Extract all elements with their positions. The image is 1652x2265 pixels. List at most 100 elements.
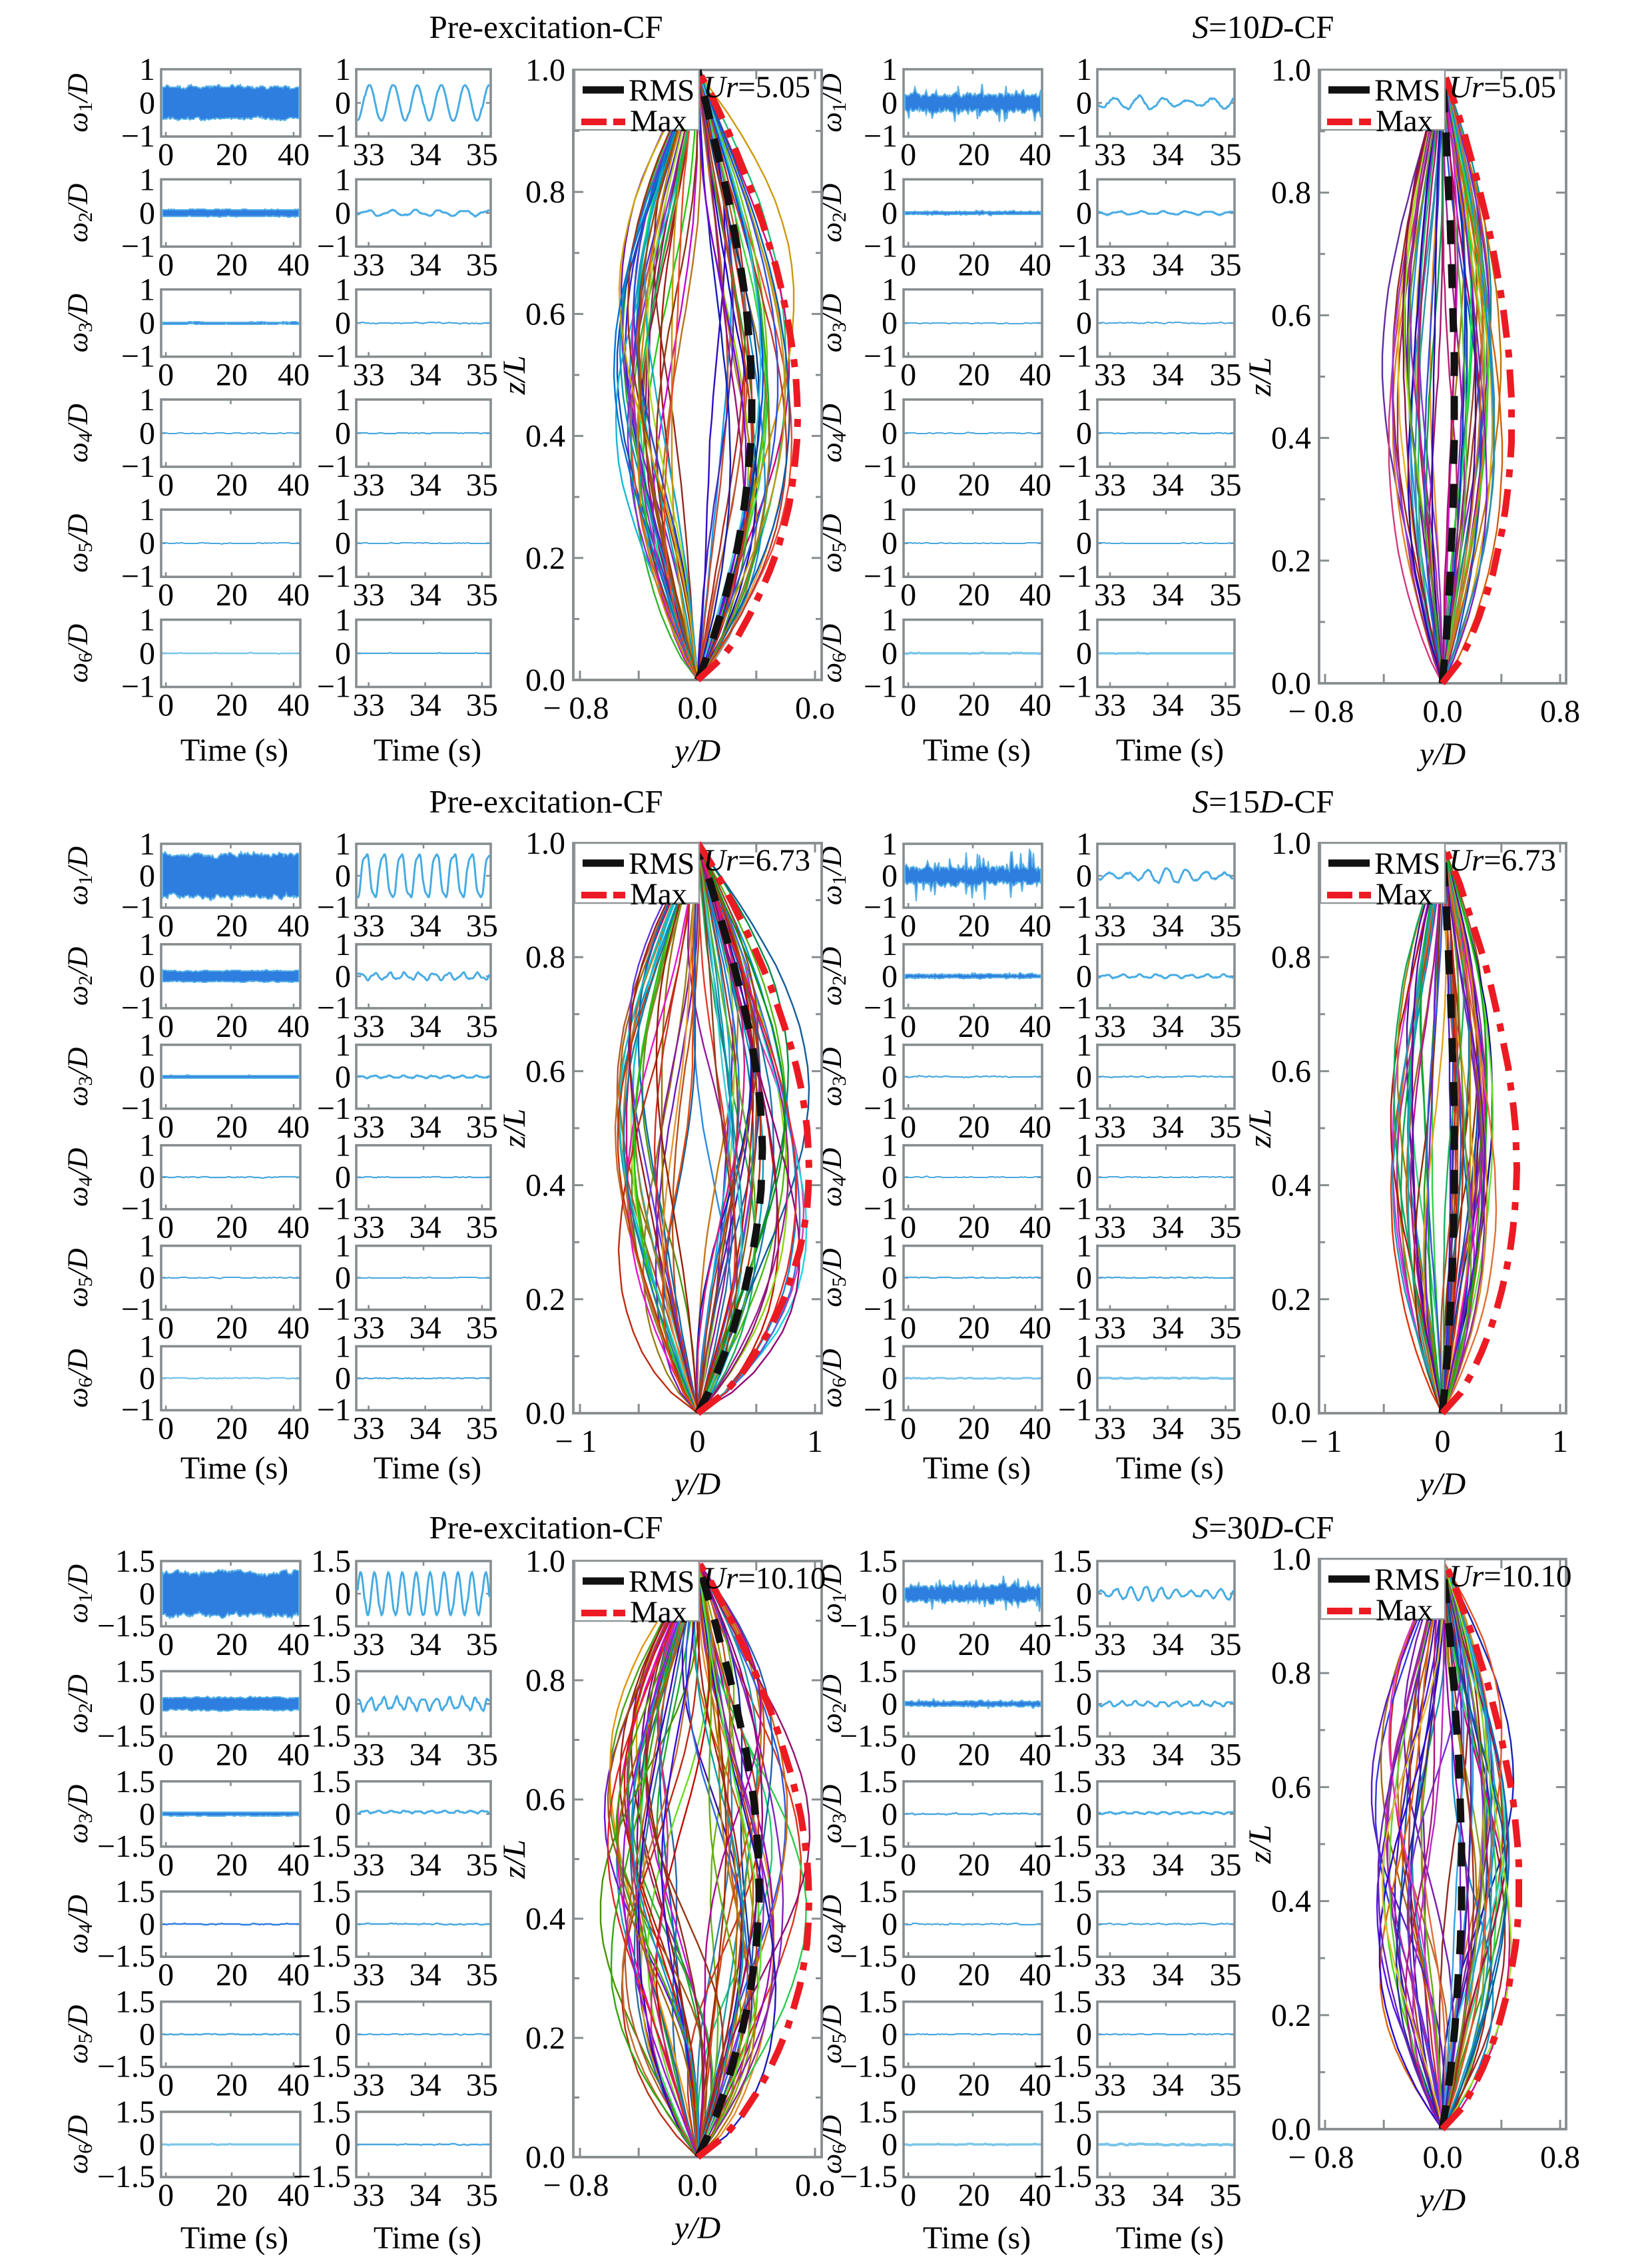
svg-text:Time (s): Time (s) — [374, 1451, 481, 1486]
svg-text:1.0: 1.0 — [525, 826, 565, 861]
svg-text:40: 40 — [1019, 1847, 1051, 1883]
svg-text:1: 1 — [335, 1229, 351, 1264]
svg-text:Ur=10.10: Ur=10.10 — [1449, 1559, 1572, 1594]
svg-text:Time (s): Time (s) — [923, 2220, 1031, 2256]
svg-text:0: 0 — [882, 1160, 898, 1195]
svg-text:−1.5: −1.5 — [97, 1829, 155, 1864]
svg-text:0: 0 — [335, 1576, 351, 1612]
svg-text:1.5: 1.5 — [858, 2095, 898, 2130]
svg-text:1: 1 — [882, 927, 898, 962]
svg-text:1: 1 — [882, 1229, 898, 1264]
svg-text:40: 40 — [278, 1110, 310, 1145]
svg-text:0.2: 0.2 — [525, 1282, 565, 1317]
svg-text:40: 40 — [278, 1009, 310, 1044]
svg-text:0: 0 — [1076, 2017, 1092, 2053]
svg-text:−1.5: −1.5 — [293, 1608, 351, 1644]
svg-text:0: 0 — [882, 526, 898, 561]
svg-text:1.0: 1.0 — [525, 1544, 565, 1579]
svg-text:1.5: 1.5 — [858, 1764, 898, 1799]
svg-text:− 0.8: − 0.8 — [543, 691, 609, 726]
svg-text:0: 0 — [335, 636, 351, 671]
svg-text:1: 1 — [335, 272, 351, 308]
svg-text:1.0: 1.0 — [1271, 826, 1311, 861]
svg-text:0: 0 — [158, 1737, 174, 1772]
svg-text:34: 34 — [1152, 1411, 1184, 1447]
svg-text:40: 40 — [278, 1627, 310, 1662]
svg-text:Max: Max — [1376, 1593, 1433, 1628]
svg-text:−1.5: −1.5 — [840, 1939, 898, 1974]
svg-text:Max: Max — [1376, 877, 1433, 912]
svg-text:ω2/D: ω2/D — [63, 947, 97, 1006]
svg-text:20: 20 — [216, 1737, 248, 1772]
svg-text:0: 0 — [900, 2178, 916, 2213]
svg-text:0: 0 — [335, 1907, 351, 1942]
svg-text:40: 40 — [278, 577, 310, 613]
svg-text:0: 0 — [882, 636, 898, 671]
svg-text:35: 35 — [1210, 137, 1242, 172]
svg-text:0: 0 — [900, 137, 916, 172]
svg-text:40: 40 — [1019, 2068, 1051, 2103]
svg-text:33: 33 — [353, 1411, 385, 1447]
svg-text:35: 35 — [1210, 1110, 1242, 1145]
svg-text:1.5: 1.5 — [858, 1654, 898, 1689]
svg-text:0: 0 — [900, 1411, 916, 1447]
svg-text:−1: −1 — [1058, 559, 1092, 594]
svg-text:40: 40 — [1019, 1110, 1051, 1145]
svg-text:1: 1 — [335, 52, 351, 87]
svg-text:0.6: 0.6 — [525, 296, 565, 332]
svg-text:35: 35 — [1210, 358, 1242, 393]
svg-text:− 1: − 1 — [1300, 1424, 1342, 1459]
svg-text:−1: −1 — [864, 669, 898, 705]
svg-text:0.0: 0.0 — [678, 691, 718, 726]
svg-text:1.5: 1.5 — [311, 1544, 351, 1579]
svg-text:Time (s): Time (s) — [923, 733, 1031, 768]
svg-text:33: 33 — [353, 1110, 385, 1145]
svg-text:0: 0 — [335, 1060, 351, 1095]
svg-text:Ur=6.73: Ur=6.73 — [703, 843, 810, 878]
svg-text:−1.5: −1.5 — [1034, 1608, 1092, 1644]
svg-text:0: 0 — [335, 2017, 351, 2053]
svg-text:0: 0 — [1076, 1576, 1092, 1612]
svg-text:35: 35 — [466, 1411, 498, 1447]
svg-text:40: 40 — [278, 1737, 310, 1772]
svg-text:Time (s): Time (s) — [180, 733, 288, 768]
svg-text:0: 0 — [139, 1686, 155, 1722]
svg-text:−1: −1 — [1058, 339, 1092, 374]
svg-text:0: 0 — [335, 416, 351, 451]
svg-text:1: 1 — [335, 927, 351, 962]
svg-text:1: 1 — [882, 1128, 898, 1163]
svg-text:20: 20 — [216, 1210, 248, 1245]
svg-text:0.0: 0.0 — [1423, 2140, 1463, 2175]
svg-text:0.2: 0.2 — [1271, 543, 1311, 579]
svg-text:0: 0 — [900, 1210, 916, 1245]
svg-text:34: 34 — [410, 1210, 441, 1245]
svg-text:1: 1 — [139, 1329, 155, 1365]
svg-text:0.4: 0.4 — [1271, 421, 1311, 456]
svg-text:33: 33 — [353, 358, 385, 393]
svg-text:0.8: 0.8 — [1540, 694, 1580, 729]
svg-text:0: 0 — [882, 416, 898, 451]
svg-text:35: 35 — [466, 1311, 498, 1346]
svg-text:0.4: 0.4 — [525, 1901, 565, 1937]
svg-text:40: 40 — [1019, 247, 1051, 282]
svg-text:34: 34 — [410, 688, 441, 723]
svg-text:35: 35 — [466, 577, 498, 613]
svg-text:0.6: 0.6 — [525, 1054, 565, 1089]
svg-text:34: 34 — [410, 468, 441, 503]
svg-text:1.5: 1.5 — [858, 1874, 898, 1909]
svg-text:34: 34 — [410, 1627, 441, 1662]
svg-text:34: 34 — [1152, 468, 1184, 503]
svg-text:0.4: 0.4 — [1271, 1168, 1311, 1203]
svg-text:−1: −1 — [864, 1393, 898, 1428]
svg-text:0.0: 0.0 — [1271, 2112, 1311, 2147]
svg-text:1.5: 1.5 — [311, 2095, 351, 2130]
svg-text:0.0: 0.0 — [525, 663, 565, 698]
svg-text:0: 0 — [139, 1576, 155, 1612]
svg-text:0: 0 — [900, 468, 916, 503]
svg-text:20: 20 — [958, 688, 990, 723]
svg-text:1: 1 — [139, 492, 155, 527]
svg-text:1: 1 — [882, 272, 898, 308]
svg-text:0: 0 — [882, 1261, 898, 1296]
svg-text:ω1/D: ω1/D — [63, 1564, 97, 1623]
svg-text:0: 0 — [690, 1424, 706, 1459]
